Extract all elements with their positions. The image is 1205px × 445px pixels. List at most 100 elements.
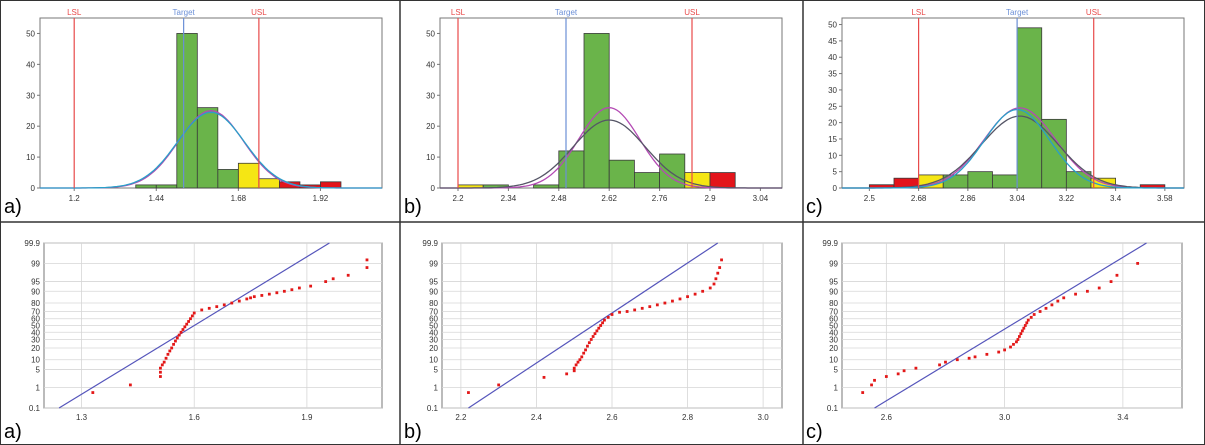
y-tick-label: 0.1 (427, 404, 439, 413)
y-tick-label: 90 (31, 287, 40, 296)
y-tick-label: 50 (31, 322, 40, 331)
x-tick-label: 2.8 (682, 413, 694, 422)
data-point (1026, 318, 1030, 322)
y-tick-label: 99.9 (422, 239, 438, 248)
data-point (618, 310, 621, 314)
data-point (997, 350, 1001, 354)
data-point (597, 326, 601, 330)
data-point (290, 288, 294, 292)
reference-line (468, 242, 719, 409)
histogram-bar (217, 169, 239, 189)
data-point (1019, 332, 1023, 336)
plot-frame (439, 17, 783, 189)
target-label: Target (173, 8, 196, 17)
y-tick-label: 40 (426, 60, 435, 69)
data-point (91, 391, 95, 394)
y-tick-label: 99 (31, 259, 40, 268)
y-tick-label: 0.1 (827, 404, 839, 413)
x-tick-label: 3.04 (753, 194, 769, 203)
reference-line (58, 242, 330, 409)
x-tick-label: 3.0 (758, 413, 770, 422)
data-point (861, 391, 865, 394)
data-point (671, 299, 674, 303)
y-tick-label: 30 (31, 335, 40, 344)
histogram-bar (533, 184, 560, 189)
data-point (633, 308, 637, 312)
data-point (181, 328, 185, 331)
data-point (215, 305, 219, 309)
data-point (599, 324, 603, 327)
y-tick-label: 40 (829, 328, 838, 337)
fit-curve (40, 111, 382, 189)
panel-label-c-bottom: c) (806, 421, 823, 443)
data-point (160, 363, 164, 367)
data-point (346, 273, 350, 277)
data-point (164, 356, 168, 360)
spec-limit-label: LSL (911, 8, 926, 17)
x-tick-label: 3.4 (1110, 194, 1122, 203)
data-point (718, 266, 722, 269)
data-point (708, 286, 712, 290)
x-tick-label: 1.68 (231, 194, 247, 203)
histogram-bar (176, 33, 198, 189)
x-tick-label: 2.34 (501, 194, 517, 203)
x-tick-label: 2.62 (601, 194, 617, 203)
data-point (192, 311, 196, 315)
y-tick-label: 70 (31, 308, 40, 317)
y-tick-label: 90 (429, 287, 438, 296)
x-tick-label: 1.92 (313, 194, 329, 203)
data-point (245, 297, 249, 301)
data-point (686, 295, 689, 299)
histogram-bar (135, 184, 157, 189)
data-point (249, 296, 252, 300)
data-point (712, 282, 716, 286)
data-point (716, 271, 720, 275)
data-point (331, 277, 335, 281)
data-point (185, 322, 189, 326)
y-tick-label: 30 (829, 335, 838, 344)
y-tick-label: 5 (36, 365, 41, 374)
data-point (587, 341, 591, 345)
y-tick-label: 10 (429, 356, 438, 365)
x-tick-label: 1.2 (69, 194, 81, 203)
y-tick-label: 80 (829, 299, 838, 308)
data-point (914, 366, 918, 370)
x-tick-label: 2.2 (452, 194, 464, 203)
x-tick-label: 1.6 (189, 413, 201, 422)
data-point (190, 314, 194, 318)
y-tick-label: 20 (31, 344, 40, 353)
y-tick-label: 5 (834, 365, 839, 374)
histogram-bar (155, 184, 178, 189)
data-point (365, 258, 369, 262)
data-point (973, 355, 977, 359)
data-point (565, 372, 569, 376)
data-point (166, 352, 170, 356)
x-tick-label: 1.9 (301, 413, 313, 422)
data-point (159, 366, 162, 370)
data-point (1025, 321, 1029, 325)
y-tick-label: 30 (26, 91, 35, 100)
y-tick-label: 95 (829, 278, 838, 287)
x-tick-label: 3.58 (1157, 194, 1173, 203)
data-point (574, 363, 578, 367)
data-point (170, 346, 174, 350)
y-tick-label: 45 (828, 37, 837, 46)
y-tick-label: 10 (828, 151, 837, 160)
data-point (1050, 303, 1054, 307)
data-point (189, 317, 192, 321)
y-tick-label: 0 (431, 184, 436, 193)
data-point (162, 360, 166, 364)
data-point (200, 308, 204, 312)
data-point (720, 258, 723, 262)
y-tick-label: 90 (829, 287, 838, 296)
y-tick-label: 20 (829, 344, 838, 353)
y-tick-label: 60 (829, 315, 838, 324)
data-point (282, 289, 286, 293)
data-point (175, 336, 179, 340)
data-point (1020, 329, 1024, 333)
y-tick-label: 0 (833, 184, 838, 193)
data-point (693, 292, 697, 296)
